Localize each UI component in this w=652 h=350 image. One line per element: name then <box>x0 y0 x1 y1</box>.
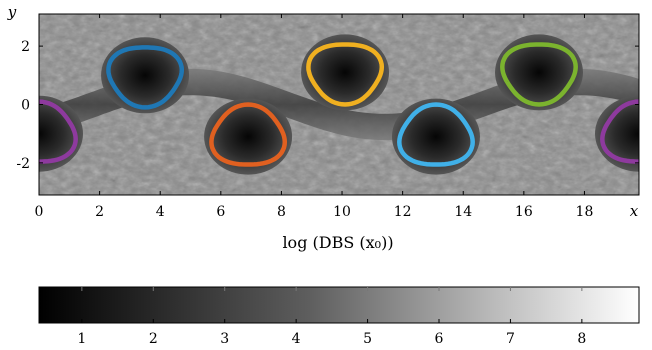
vortex-outline-4 <box>209 102 288 167</box>
x-tick-label: 6 <box>216 204 225 220</box>
colorbar-tick-label: 8 <box>577 331 586 347</box>
y-axis-ticks: 2 0 -2 <box>16 39 639 172</box>
x-tick-label: 12 <box>394 204 412 220</box>
x-tick-label: 18 <box>576 204 594 220</box>
colorbar-tick-label: 6 <box>435 331 444 347</box>
x-axis-label: log (DBS (x₀)) <box>282 233 393 252</box>
vortex-core <box>204 98 293 175</box>
y-tick-label: 2 <box>21 39 30 55</box>
stream-band-shape <box>39 68 639 141</box>
y-axis-letter: y <box>7 3 17 21</box>
x-axis-letter: x <box>630 202 639 220</box>
vortex-outline-1 <box>106 45 185 110</box>
colorbar-tick-label: 7 <box>506 331 515 347</box>
x-tick-label: 2 <box>95 204 104 220</box>
x-tick-label: 8 <box>277 204 286 220</box>
x-tick-label: 14 <box>454 204 472 220</box>
vortex-core <box>101 37 190 114</box>
vortex-outline-2 <box>306 42 385 107</box>
x-tick-label: 0 <box>35 204 44 220</box>
vortex-core <box>495 34 583 111</box>
x-axis-ticks: 0 2 4 6 8 10 12 14 16 18 <box>35 14 594 220</box>
colorbar-gradient <box>38 286 640 324</box>
colorbar-ticks: 1 2 3 4 5 6 7 8 <box>77 287 586 347</box>
central-stream-band <box>39 68 639 141</box>
colorbar-tick-label: 1 <box>77 331 86 347</box>
vortex-core <box>391 98 480 175</box>
heatmap-panel: 0 2 4 6 8 10 12 14 16 18 20-2 x y log (DBS (x₀)) <box>7 3 640 252</box>
y-tick-label: -2 <box>16 156 30 172</box>
vortex-outline-3 <box>500 42 578 107</box>
colorbar-tick-label: 5 <box>363 331 372 347</box>
colorbar: 1 2 3 4 5 6 7 8 <box>38 286 640 347</box>
x-tick-label: 16 <box>515 204 533 220</box>
vortex-outline-7 <box>600 99 639 164</box>
x-tick-label: 4 <box>156 204 165 220</box>
y-tick-label: 0 <box>21 98 30 114</box>
x-tick-label: 10 <box>333 204 351 220</box>
colorbar-tick-label: 3 <box>220 331 229 347</box>
vortex-outlines <box>39 42 639 167</box>
vortex-outline-6 <box>39 99 78 164</box>
vortex-outline-5 <box>397 102 475 167</box>
colorbar-tick-label: 2 <box>149 331 158 347</box>
vortex-core <box>301 34 390 111</box>
colorbar-tick-label: 4 <box>292 331 301 347</box>
